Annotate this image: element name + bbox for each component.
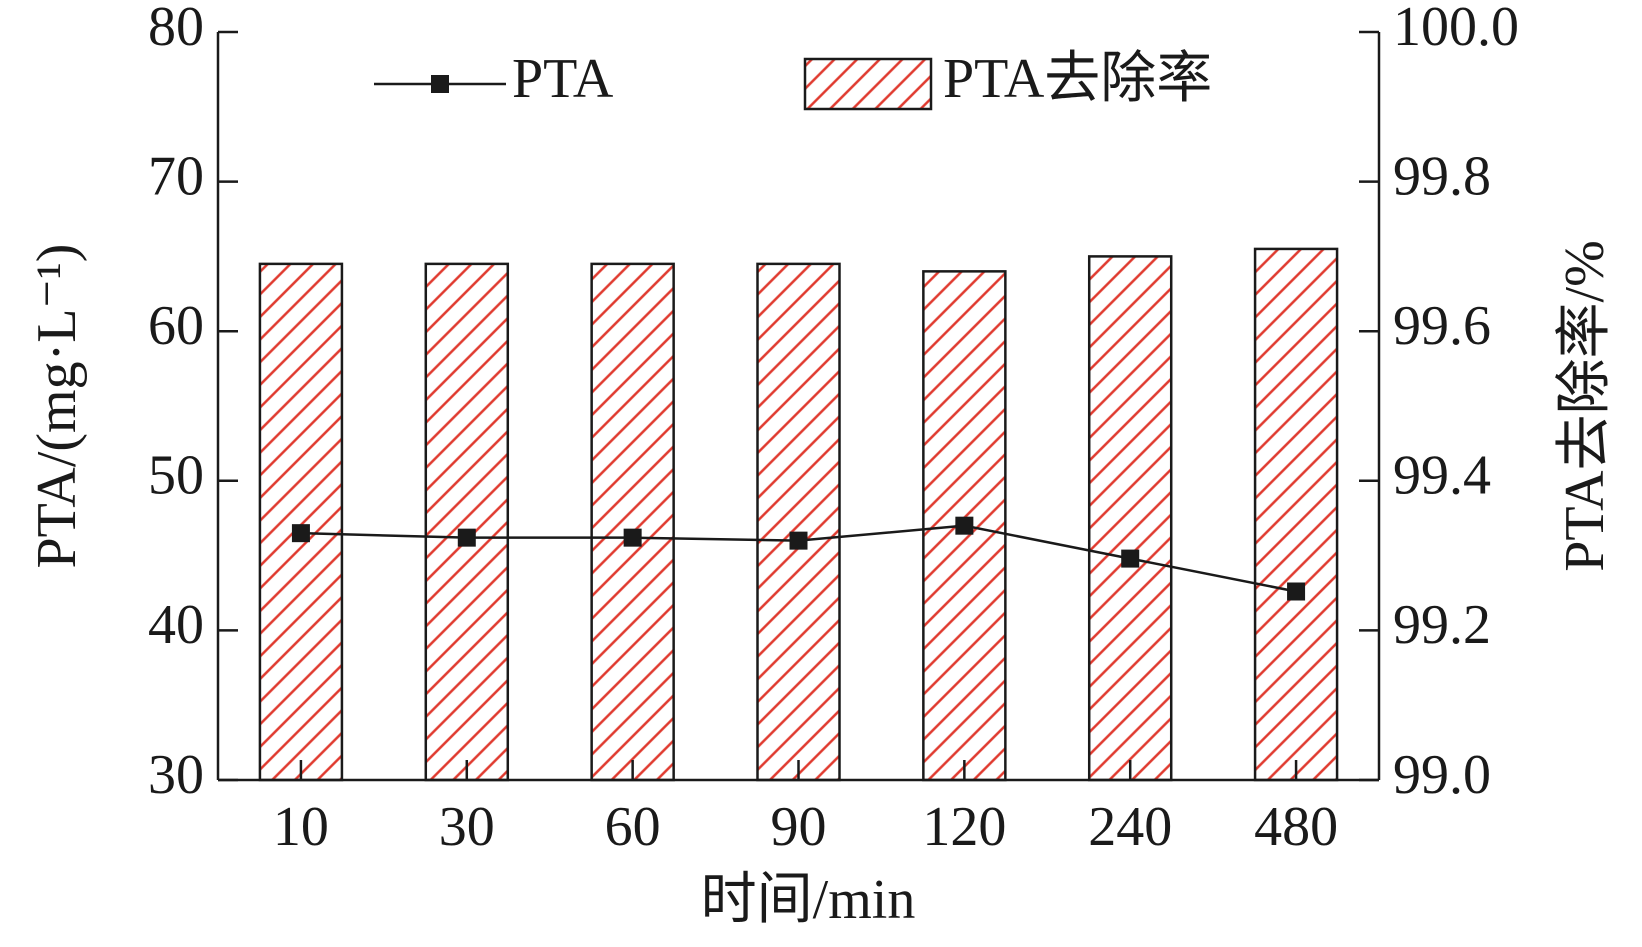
y2-tick-label: 99.4 xyxy=(1393,445,1491,507)
x-tick-label: 240 xyxy=(1088,796,1172,858)
y2-tick-label: 99.2 xyxy=(1393,594,1491,656)
x-tick-label: 90 xyxy=(771,796,827,858)
y-tick-label: 40 xyxy=(148,594,204,656)
marker xyxy=(1287,582,1306,601)
bar xyxy=(424,262,510,782)
x-tick-label: 120 xyxy=(922,796,1006,858)
x-tick-label: 10 xyxy=(273,796,329,858)
bar xyxy=(1253,247,1339,782)
legend-swatch xyxy=(803,57,933,111)
bar xyxy=(1087,255,1173,782)
y-tick-label: 80 xyxy=(148,0,204,58)
marker xyxy=(955,516,974,535)
x-tick-label: 60 xyxy=(605,796,661,858)
y2-tick-label: 99.0 xyxy=(1393,744,1491,806)
y-tick-label: 60 xyxy=(148,295,204,357)
x-axis-label: 时间/min xyxy=(701,869,916,931)
marker xyxy=(623,528,642,547)
y-tick-label: 70 xyxy=(148,145,204,207)
bar xyxy=(756,262,841,782)
y2-tick-label: 100.0 xyxy=(1393,0,1519,58)
legend-label: PTA去除率 xyxy=(943,48,1212,110)
y-tick-label: 30 xyxy=(148,744,204,806)
legend-marker xyxy=(431,75,449,93)
y2-tick-label: 99.6 xyxy=(1393,295,1491,357)
legend-label: PTA xyxy=(512,48,614,110)
marker xyxy=(789,531,808,550)
marker xyxy=(291,524,310,543)
x-tick-label: 30 xyxy=(439,796,495,858)
marker xyxy=(1121,549,1140,568)
y2-axis-label: PTA去除率/% xyxy=(1554,240,1616,572)
x-tick-label: 480 xyxy=(1254,796,1338,858)
y-tick-label: 50 xyxy=(148,445,204,507)
bar xyxy=(258,262,344,782)
y-axis-label: PTA/(mg·L⁻¹) xyxy=(26,244,88,569)
y2-tick-label: 99.8 xyxy=(1393,145,1491,207)
marker xyxy=(457,528,476,547)
bar xyxy=(590,262,675,782)
